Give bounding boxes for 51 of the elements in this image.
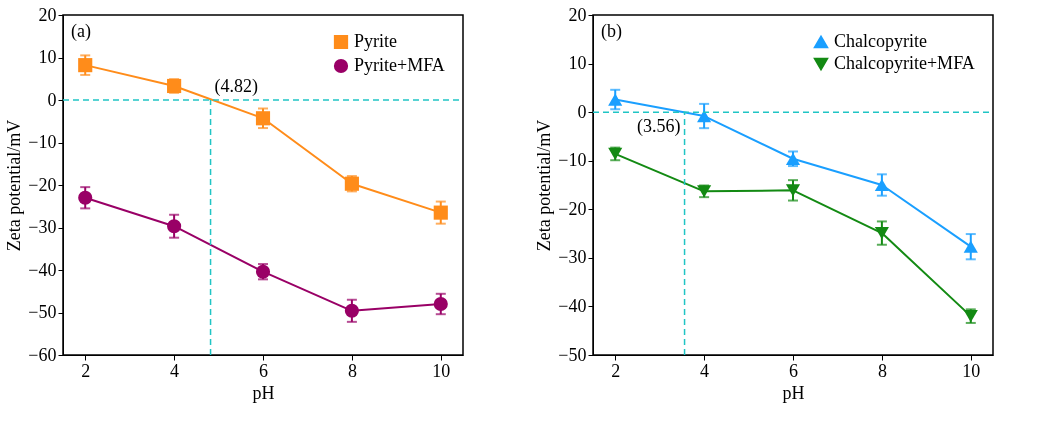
- y-tick-label: −30: [28, 217, 57, 237]
- annotation: (a): [71, 21, 91, 42]
- y-tick-label: 20: [568, 4, 587, 25]
- y-tick-label: 10: [568, 53, 587, 74]
- x-tick-label: 6: [259, 360, 268, 381]
- annotation: (4.82): [214, 76, 259, 97]
- y-tick-label: −60: [28, 344, 57, 365]
- y-tick-label: 20: [38, 4, 57, 25]
- x-tick-label: 10: [432, 360, 451, 381]
- legend-label: Chalcopyrite: [834, 31, 927, 51]
- y-tick-label: −10: [558, 150, 587, 171]
- point: [344, 303, 359, 318]
- x-tick-label: 6: [789, 360, 798, 381]
- point: [433, 205, 448, 220]
- y-tick-label: −30: [558, 247, 587, 268]
- y-axis-title: Zeta potential/mV: [4, 119, 25, 252]
- y-tick-label: −20: [558, 198, 587, 219]
- point: [785, 184, 801, 197]
- x-tick-label: 8: [877, 360, 887, 381]
- annotation: (b): [601, 21, 622, 42]
- x-tick-label: 2: [81, 360, 91, 381]
- y-tick-label: −40: [558, 295, 587, 316]
- y-tick-label: 10: [38, 47, 57, 67]
- point: [255, 111, 271, 126]
- y-tick-label: −50: [558, 344, 587, 365]
- y-tick-label: 0: [47, 89, 57, 110]
- x-tick-label: 8: [347, 360, 357, 381]
- x-tick-label: 10: [962, 360, 981, 381]
- y-tick-label: −40: [28, 259, 57, 280]
- x-tick-label: 2: [611, 360, 621, 381]
- y-tick-label: −20: [28, 174, 57, 195]
- point: [167, 219, 182, 234]
- legend-label: Pyrite+MFA: [354, 55, 445, 75]
- point: [874, 178, 889, 192]
- point: [608, 93, 623, 106]
- point: [433, 296, 448, 312]
- point: [78, 58, 93, 73]
- x-tick-label: 4: [700, 360, 710, 381]
- y-tick-label: −50: [28, 302, 57, 322]
- annotation: (3.56): [637, 116, 681, 138]
- y-tick-label: 0: [577, 101, 587, 122]
- point: [874, 226, 889, 240]
- legend-label: Chalcopyrite+MFA: [834, 53, 975, 73]
- point: [963, 240, 978, 253]
- x-axis-title: pH: [782, 382, 805, 403]
- legend-label: Pyrite: [354, 31, 398, 51]
- point: [78, 190, 93, 205]
- y-axis-title: Zeta potential/mV: [534, 119, 555, 252]
- x-tick-label: 4: [170, 360, 180, 381]
- x-axis-title: pH: [252, 382, 275, 403]
- y-tick-label: −10: [28, 132, 57, 152]
